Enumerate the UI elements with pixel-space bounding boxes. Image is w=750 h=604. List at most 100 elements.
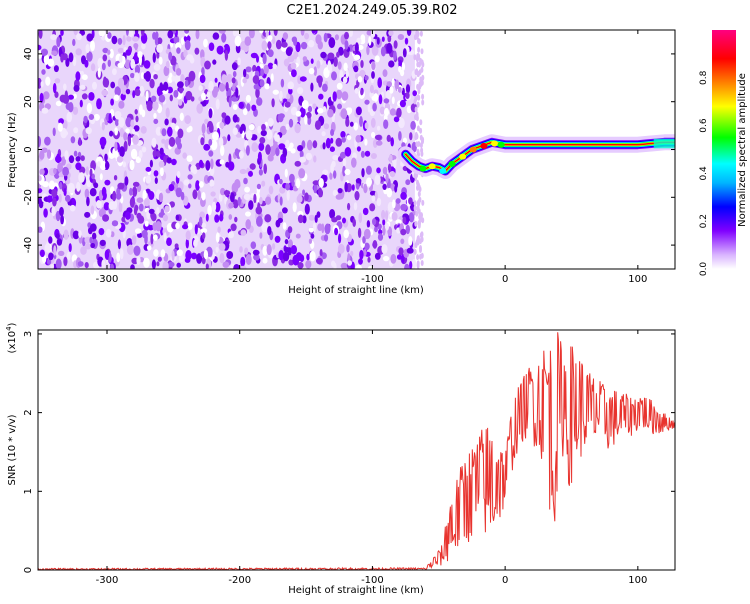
noise-speckle xyxy=(176,170,181,179)
noise-speckle xyxy=(153,118,159,125)
noise-speckle xyxy=(215,98,220,110)
noise-speckle xyxy=(198,159,204,168)
noise-speckle xyxy=(324,223,331,235)
noise-speckle xyxy=(416,125,420,132)
noise-speckle xyxy=(182,224,189,230)
noise-speckle xyxy=(252,64,257,73)
noise-speckle xyxy=(284,101,291,108)
noise-speckle xyxy=(382,69,388,77)
noise-speckle xyxy=(186,155,193,162)
noise-speckle xyxy=(138,54,142,66)
noise-speckle xyxy=(48,252,54,261)
noise-speckle xyxy=(132,90,136,99)
noise-speckle xyxy=(385,223,389,231)
noise-speckle xyxy=(72,38,76,47)
noise-speckle xyxy=(67,94,74,100)
noise-speckle xyxy=(150,233,154,245)
noise-speckle xyxy=(184,115,191,125)
noise-speckle xyxy=(96,200,102,209)
noise-speckle xyxy=(369,203,376,212)
noise-speckle xyxy=(281,41,288,48)
noise-speckle xyxy=(250,241,257,249)
noise-speckle xyxy=(63,256,68,267)
noise-speckle xyxy=(136,197,144,203)
spectrogram-y-tick-label: 20 xyxy=(23,95,34,108)
noise-speckle xyxy=(245,94,251,103)
noise-speckle xyxy=(135,115,139,123)
noise-speckle xyxy=(295,233,301,239)
colorbar: 0.0 0.2 0.4 0.6 0.8 Normalized spectral ampl… xyxy=(699,30,748,276)
noise-speckle xyxy=(171,75,176,82)
noise-speckle xyxy=(257,151,262,162)
noise-speckle xyxy=(228,202,234,209)
noise-speckle xyxy=(416,260,420,267)
noise-speckle xyxy=(306,111,312,119)
noise-speckle xyxy=(216,45,224,55)
noise-speckle xyxy=(388,60,395,68)
snr-x-label: Height of straight line (km) xyxy=(288,585,424,596)
noise-speckle xyxy=(133,206,138,216)
noise-speckle xyxy=(297,87,304,95)
noise-speckle xyxy=(391,96,395,105)
noise-speckle xyxy=(225,81,229,92)
noise-speckle xyxy=(152,101,159,111)
noise-speckle xyxy=(186,54,194,61)
spectrogram-x-tick-label: -200 xyxy=(228,274,251,285)
noise-speckle xyxy=(130,119,135,128)
noise-speckle xyxy=(405,224,410,235)
noise-speckle xyxy=(109,48,114,59)
noise-speckle xyxy=(389,108,396,116)
signal-ridge-band xyxy=(403,139,675,174)
noise-speckle xyxy=(414,95,418,102)
noise-speckle xyxy=(413,200,417,207)
noise-speckle xyxy=(148,191,155,200)
noise-speckle xyxy=(356,146,361,152)
noise-speckle xyxy=(285,123,290,131)
noise-speckle xyxy=(318,93,324,100)
noise-speckle xyxy=(125,128,130,134)
noise-speckle xyxy=(344,168,351,176)
noise-speckle xyxy=(227,161,235,171)
noise-speckle xyxy=(282,32,289,40)
noise-speckle xyxy=(306,139,313,151)
noise-speckle xyxy=(96,98,102,110)
noise-speckle xyxy=(387,163,392,173)
noise-speckle xyxy=(260,68,264,77)
noise-speckle xyxy=(140,125,147,134)
noise-speckle xyxy=(221,74,228,85)
noise-speckle xyxy=(288,118,294,128)
noise-speckle xyxy=(75,162,82,171)
noise-speckle xyxy=(230,223,237,232)
noise-speckle xyxy=(223,43,231,55)
noise-speckle xyxy=(297,214,304,224)
noise-speckle xyxy=(416,61,420,68)
noise-speckle xyxy=(99,239,106,247)
noise-speckle xyxy=(329,146,335,152)
noise-speckle xyxy=(168,184,175,192)
noise-speckle xyxy=(415,210,419,217)
noise-speckle xyxy=(163,232,167,242)
spectrogram-y-tick-label: -40 xyxy=(23,237,34,253)
noise-speckle xyxy=(252,75,260,85)
noise-speckle xyxy=(245,145,250,156)
noise-speckle xyxy=(420,150,424,157)
noise-speckle xyxy=(110,81,116,89)
noise-speckle xyxy=(391,78,395,87)
noise-speckle xyxy=(63,83,67,91)
noise-speckle xyxy=(58,250,65,256)
noise-speckle xyxy=(346,244,350,253)
noise-speckle xyxy=(54,78,61,84)
noise-speckle xyxy=(219,159,225,165)
noise-speckle xyxy=(333,170,337,179)
noise-speckle xyxy=(176,68,182,76)
noise-speckle xyxy=(234,35,242,47)
noise-speckle xyxy=(394,79,400,90)
noise-speckle xyxy=(304,32,310,40)
noise-speckle xyxy=(151,137,157,148)
noise-speckle xyxy=(232,71,237,78)
noise-speckle xyxy=(402,48,407,58)
noise-speckle xyxy=(357,227,362,238)
noise-speckle xyxy=(285,183,290,191)
noise-speckle xyxy=(342,165,346,177)
noise-speckle xyxy=(367,256,371,263)
